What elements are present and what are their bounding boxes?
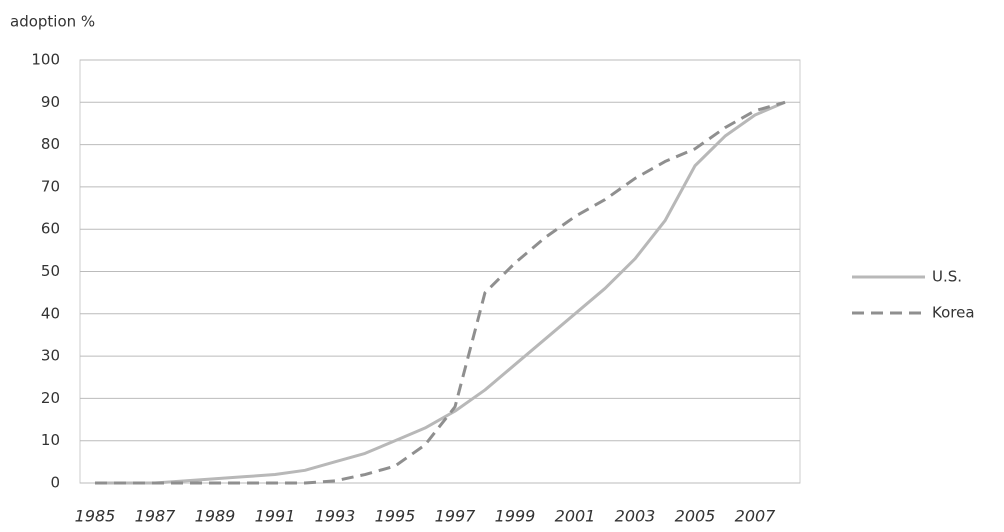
y-axis-label: adoption % — [10, 13, 95, 31]
x-tick-label: 1995 — [375, 507, 416, 526]
y-tick-label: 0 — [50, 474, 60, 492]
x-tick-label: 1987 — [135, 507, 177, 526]
legend-label: U.S. — [932, 268, 962, 286]
x-tick-label: 2007 — [735, 507, 777, 526]
y-tick-label: 60 — [41, 220, 60, 238]
x-tick-label: 1997 — [435, 507, 477, 526]
y-tick-label: 30 — [41, 347, 60, 365]
y-tick-label: 40 — [41, 304, 60, 322]
y-tick-label: 80 — [41, 135, 60, 153]
x-tick-label: 1999 — [495, 507, 536, 526]
x-tick-label: 1989 — [195, 507, 236, 526]
y-tick-label: 20 — [41, 389, 60, 407]
x-tick-label: 1993 — [315, 507, 356, 526]
x-tick-label: 2003 — [615, 507, 656, 526]
y-tick-label: 100 — [31, 51, 60, 69]
y-tick-label: 90 — [41, 93, 60, 111]
legend-label: Korea — [932, 304, 975, 322]
series-line — [95, 100, 786, 485]
x-tick-label: 2005 — [675, 507, 716, 526]
y-tick-label: 70 — [41, 177, 60, 195]
series-line — [95, 100, 786, 485]
y-tick-label: 10 — [41, 431, 60, 449]
x-tick-label: 2001 — [555, 507, 596, 526]
x-tick-label: 1985 — [75, 507, 116, 526]
y-tick-label: 50 — [41, 262, 60, 280]
x-tick-label: 1991 — [255, 507, 296, 526]
